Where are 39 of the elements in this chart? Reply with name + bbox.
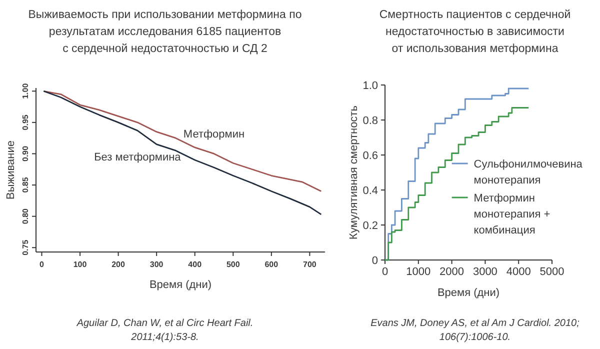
x-tick-label: 4000 (506, 266, 531, 278)
line-series (42, 90, 322, 216)
x-axis-title: Время (дни) (437, 287, 500, 299)
line-series (42, 90, 322, 192)
legend-label: Сульфонилмочевина монотерапия (474, 158, 584, 186)
legend-label: Метформин монотерапия + комбинация (474, 192, 550, 236)
x-tick-label: 3000 (472, 266, 498, 278)
x-axis-title: Время (дни) (149, 279, 212, 291)
x-tick-label: 100 (73, 260, 88, 269)
y-tick-label: 0.80 (21, 208, 30, 224)
x-tick-label: 400 (188, 260, 202, 269)
x-tick-label: 0 (40, 260, 45, 269)
y-tick-label: 0.75 (21, 239, 30, 256)
chart-title: Выживаемость при использовании метформина по результатам исследования 6185 пациентов с сердечной недостаточностью и СД 2 (28, 9, 302, 55)
y-tick-label: 0.8 (362, 115, 378, 127)
x-tick-label: 0 (382, 266, 388, 278)
x-tick-label: 700 (303, 260, 317, 269)
y-tick-label: 0.4 (362, 185, 378, 197)
x-tick-label: 300 (150, 260, 164, 269)
y-tick-label: 1.00 (21, 82, 30, 99)
y-tick-label: 0.95 (21, 114, 30, 130)
x-tick-label: 1000 (406, 266, 431, 278)
series-label: Метформин (183, 128, 245, 141)
y-tick-label: 0.85 (21, 176, 30, 193)
x-tick-label: 5000 (540, 266, 564, 278)
x-tick-label: 600 (264, 260, 279, 269)
y-axis-title: Кумулятивная смертность (348, 105, 360, 240)
y-tick-label: 0.2 (362, 220, 378, 232)
y-tick-label: 1.0 (362, 80, 378, 92)
x-tick-label: 500 (226, 260, 240, 269)
y-tick-label: 0.90 (21, 145, 30, 162)
y-tick-label: 0.6 (362, 150, 378, 162)
x-tick-label: 200 (112, 260, 126, 269)
series-label: Без метформина (94, 152, 182, 164)
y-axis-title: Выживание (5, 140, 17, 200)
text: Evans JM, Doney AS, et al Am J Cardiol. 2010; 106(7):1006-10. (370, 318, 580, 343)
chart-title: Смертность пациентов с сердечной недостаточностью в зависимости от использования метформина (379, 9, 571, 55)
text: Aguilar D, Chan W, et al Circ Heart Fail. 2011;4(1):53-8. (76, 318, 254, 343)
x-tick-label: 2000 (440, 266, 464, 278)
